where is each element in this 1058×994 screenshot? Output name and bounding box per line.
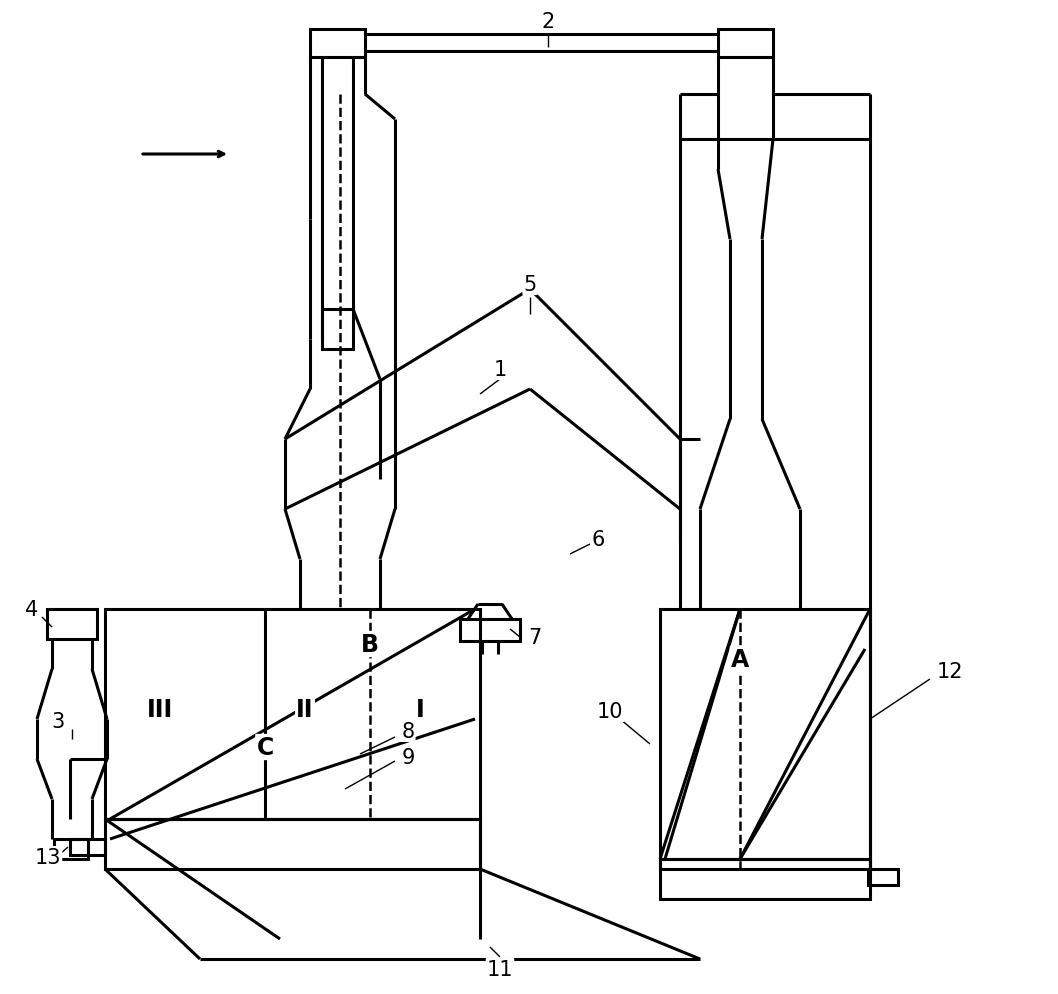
Text: B: B bbox=[361, 632, 379, 656]
Bar bbox=[105, 819, 480, 869]
Text: 2: 2 bbox=[542, 12, 554, 32]
Bar bbox=[105, 609, 480, 819]
Bar bbox=[868, 869, 898, 885]
Bar bbox=[718, 30, 773, 58]
Bar bbox=[54, 839, 88, 859]
Text: 13: 13 bbox=[35, 847, 61, 867]
Text: 4: 4 bbox=[25, 599, 39, 619]
Text: C: C bbox=[256, 736, 274, 759]
Bar bbox=[660, 609, 870, 869]
Bar bbox=[310, 30, 365, 58]
Text: 11: 11 bbox=[487, 959, 513, 979]
Text: 1: 1 bbox=[493, 360, 507, 380]
Bar bbox=[460, 619, 519, 641]
Text: I: I bbox=[416, 698, 424, 722]
Bar bbox=[70, 839, 105, 855]
Bar bbox=[47, 609, 97, 639]
Text: 9: 9 bbox=[401, 747, 415, 767]
Text: 12: 12 bbox=[936, 661, 963, 681]
Bar bbox=[660, 859, 870, 900]
Text: 6: 6 bbox=[591, 530, 605, 550]
Bar bbox=[322, 310, 353, 350]
Text: 3: 3 bbox=[52, 712, 65, 732]
Text: 10: 10 bbox=[597, 702, 623, 722]
Text: A: A bbox=[731, 647, 749, 671]
Text: 8: 8 bbox=[401, 722, 415, 742]
Text: 5: 5 bbox=[524, 274, 536, 294]
Text: II: II bbox=[296, 698, 314, 722]
Text: III: III bbox=[147, 698, 174, 722]
Text: 7: 7 bbox=[528, 627, 542, 647]
